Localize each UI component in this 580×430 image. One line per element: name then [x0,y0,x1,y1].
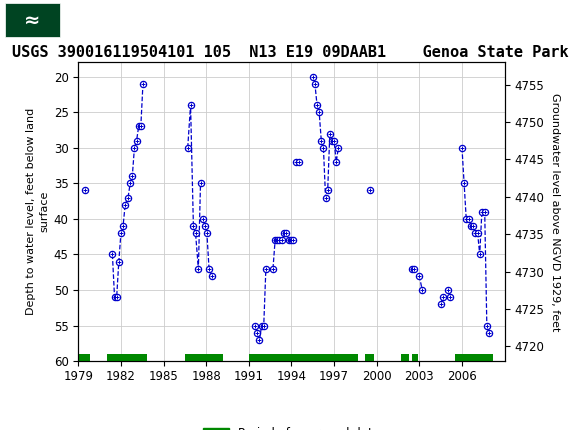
Text: USGS 390016119504101 105  N13 E19 09DAAB1    Genoa State Park: USGS 390016119504101 105 N13 E19 09DAAB1… [12,45,568,60]
Bar [107,354,147,361]
Y-axis label: Groundwater level above NGVD 1929, feet: Groundwater level above NGVD 1929, feet [550,92,560,331]
Bar [5,3,60,37]
Bar [412,354,418,361]
Bar [455,354,493,361]
Text: USGS: USGS [67,12,114,28]
Legend: Period of approved data: Period of approved data [198,423,385,430]
Bar [401,354,409,361]
Bar [78,354,90,361]
Bar [365,354,374,361]
Text: ≈: ≈ [24,10,40,30]
Bar [185,354,223,361]
Y-axis label: Depth to water level, feet below land
surface: Depth to water level, feet below land su… [26,108,49,315]
Bar [249,354,358,361]
